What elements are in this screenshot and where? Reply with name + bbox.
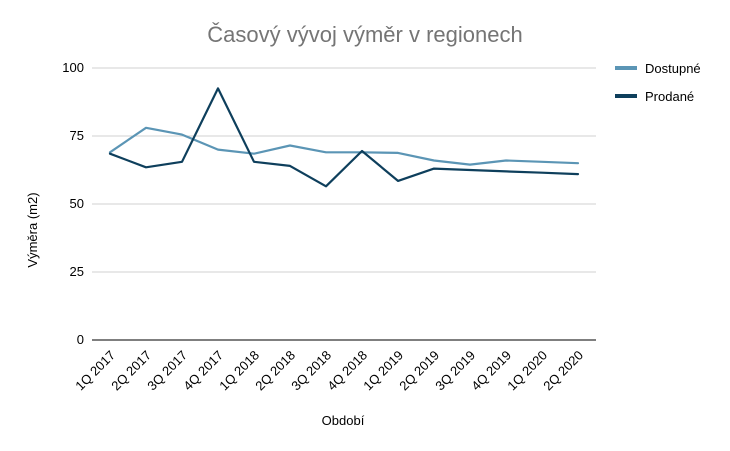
- y-axis-label: Výměra (m2): [25, 192, 40, 267]
- data-point: [432, 158, 436, 162]
- data-point: [144, 126, 148, 130]
- data-point: [504, 158, 508, 162]
- y-tick-label: 50: [70, 196, 84, 211]
- data-point: [288, 164, 292, 168]
- series-lines: [108, 86, 580, 188]
- data-point: [540, 171, 544, 175]
- series-line-2: [108, 87, 580, 188]
- data-point: [216, 86, 220, 90]
- data-point: [576, 172, 580, 176]
- data-point: [576, 161, 580, 165]
- data-point: [180, 160, 184, 164]
- y-tick-label: 100: [62, 60, 84, 75]
- data-point: [108, 152, 112, 156]
- data-point: [396, 151, 400, 155]
- series-line-1: [108, 126, 580, 166]
- y-tick-label: 25: [70, 264, 84, 279]
- gridlines: [92, 67, 596, 341]
- data-point: [432, 167, 436, 171]
- x-axis-label: Období: [322, 413, 365, 428]
- x-tick-label: 2Q 2020: [540, 348, 586, 394]
- data-point: [144, 165, 148, 169]
- y-tick-label: 0: [77, 332, 84, 347]
- data-point: [216, 148, 220, 152]
- data-point: [288, 144, 292, 148]
- data-point: [324, 150, 328, 154]
- data-point: [252, 160, 256, 164]
- data-point: [252, 152, 256, 156]
- legend-label: Dostupné: [645, 61, 701, 76]
- data-point: [468, 163, 472, 167]
- data-point: [468, 168, 472, 172]
- data-point: [504, 169, 508, 173]
- legend: Dostupné Prodané: [615, 61, 701, 104]
- data-point: [180, 133, 184, 137]
- legend-label: Prodané: [645, 89, 694, 104]
- y-tick-label: 75: [70, 128, 84, 143]
- data-point: [360, 149, 364, 153]
- data-point: [540, 160, 544, 164]
- data-point: [324, 184, 328, 188]
- chart-title: Časový vývoj výměr v regionech: [207, 22, 522, 47]
- data-point: [396, 179, 400, 183]
- y-axis-ticks: 0 25 50 75 100: [62, 60, 84, 347]
